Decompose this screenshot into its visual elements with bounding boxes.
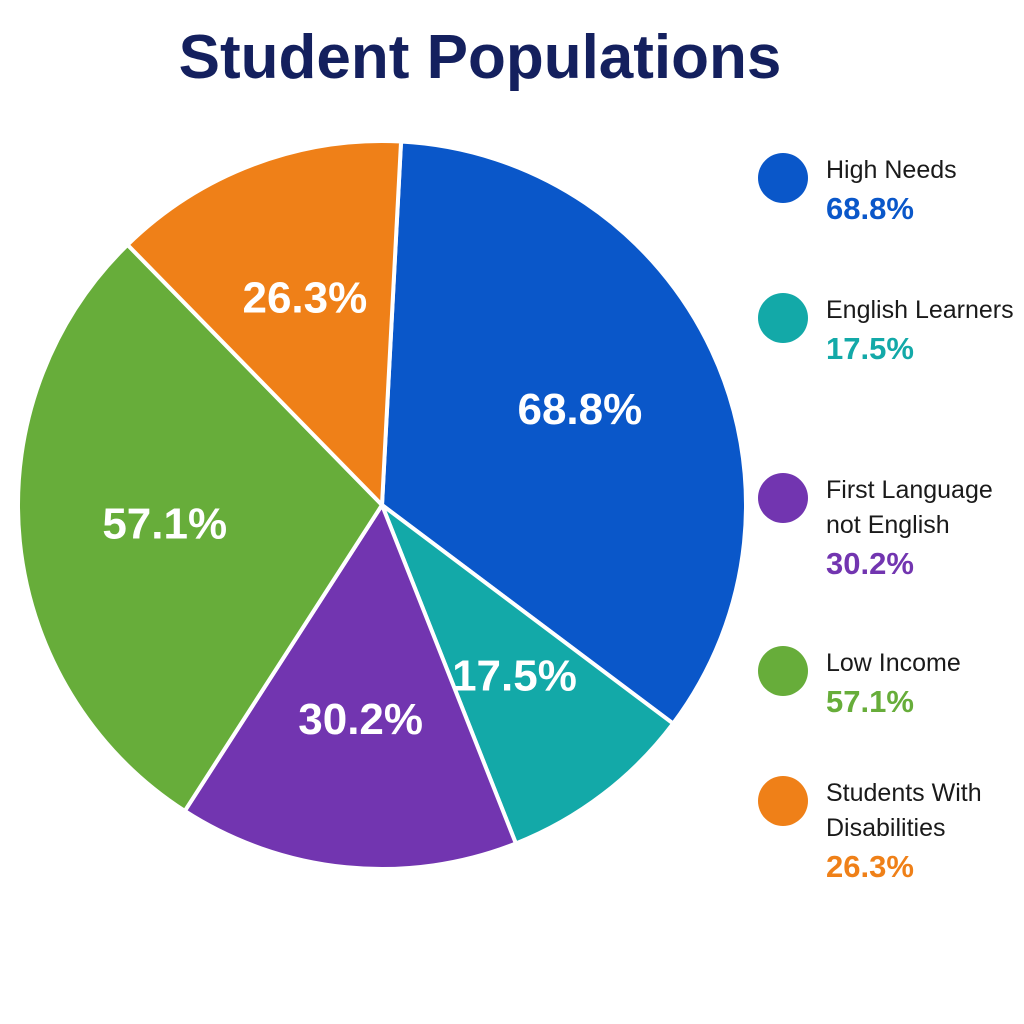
legend-label: High Needs xyxy=(826,156,957,184)
pie-slice xyxy=(377,499,676,847)
slice-label: 26.3% xyxy=(242,273,367,322)
legend-text: High Needs 68.8% xyxy=(826,153,1016,230)
pie-slice xyxy=(16,241,385,814)
legend-label: First Language not English xyxy=(826,476,993,539)
legend-text: Low Income 57.1% xyxy=(826,646,1016,723)
slice-label: 17.5% xyxy=(452,651,577,700)
legend-value: 57.1% xyxy=(826,684,914,719)
pie-slice xyxy=(124,139,404,510)
legend-marker xyxy=(758,293,808,343)
pie-slice xyxy=(182,500,519,871)
legend-value: 68.8% xyxy=(826,191,914,226)
legend-label: English Learners xyxy=(826,296,1014,324)
legend-label: Low Income xyxy=(826,649,961,677)
legend-value: 26.3% xyxy=(826,849,914,884)
chart-title: Student Populations xyxy=(178,23,782,92)
pie-slice xyxy=(379,139,748,727)
slice-label: 57.1% xyxy=(102,500,227,549)
slice-label: 68.8% xyxy=(517,385,642,434)
legend-text: English Learners 17.5% xyxy=(826,293,1016,370)
legend-marker xyxy=(758,153,808,203)
legend-marker xyxy=(758,646,808,696)
legend-value: 17.5% xyxy=(826,331,914,366)
legend-marker xyxy=(758,776,808,826)
legend-text: Students With Disabilities 26.3% xyxy=(826,776,1016,888)
legend-marker xyxy=(758,473,808,523)
legend-label: Students With Disabilities xyxy=(826,779,982,842)
slice-label: 30.2% xyxy=(298,695,423,744)
legend-value: 30.2% xyxy=(826,546,914,581)
legend-text: First Language not English 30.2% xyxy=(826,473,1016,585)
